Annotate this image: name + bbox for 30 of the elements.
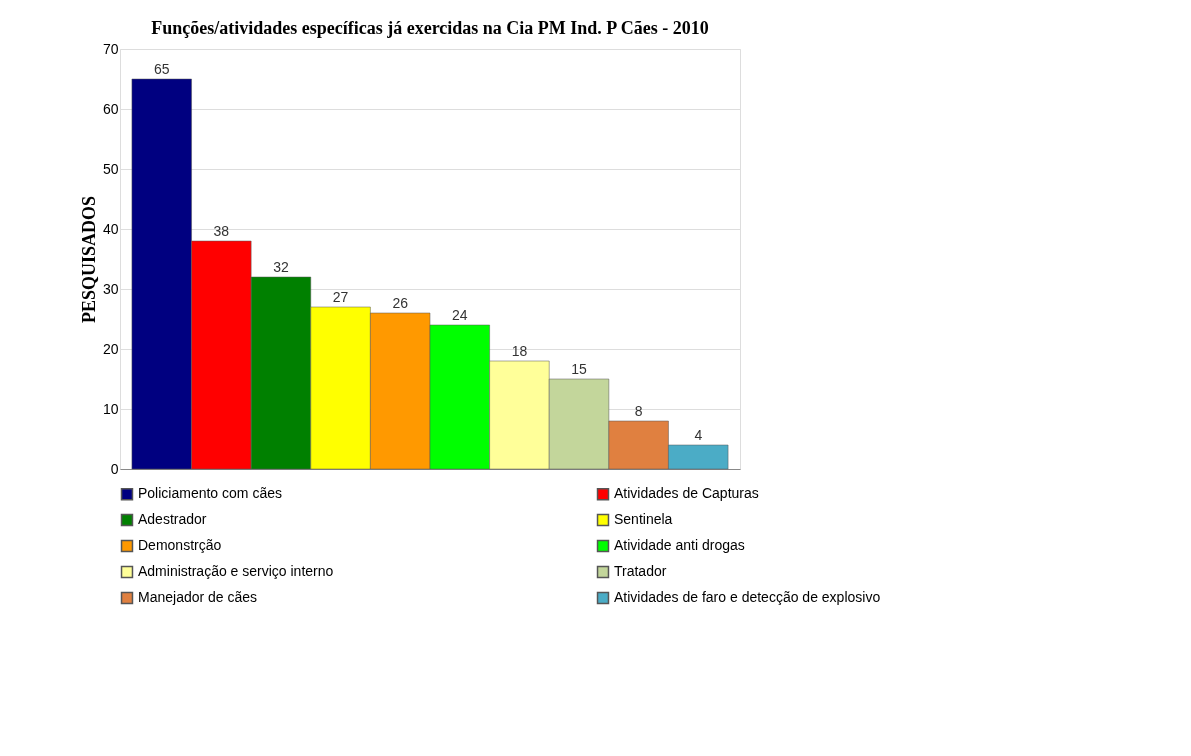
legend-label: Tratador: [614, 563, 667, 579]
y-tick-label: 50: [102, 160, 119, 177]
legend-label: Sentinela: [614, 511, 673, 527]
y-tick-label: 10: [102, 400, 119, 417]
y-tick-label: 40: [102, 220, 119, 237]
legend-label: Administração e serviço interno: [138, 563, 334, 579]
legend-label: Manejador de cães: [138, 589, 258, 605]
chart-title: Funções/atividades específicas já exercidas na Cia PM Ind. P Cães - 2010: [151, 18, 709, 38]
y-tick-label: 70: [102, 40, 119, 57]
data-label: 32: [273, 259, 289, 275]
legend-label: Policiamento com cães: [138, 485, 282, 502]
legend-label: Demonstrção: [138, 537, 222, 553]
data-label: 4: [694, 427, 703, 443]
data-label: 26: [392, 295, 409, 311]
data-label: 38: [213, 223, 230, 239]
data-label: 24: [452, 307, 468, 323]
data-label: 65: [153, 61, 170, 77]
y-tick-label: 20: [102, 340, 119, 357]
data-label: 15: [571, 361, 588, 377]
data-label: 18: [511, 343, 528, 359]
legend-label: Atividades de faro e detecção de explosivo: [614, 589, 881, 605]
legend-label: Adestrador: [138, 511, 207, 527]
data-label: 27: [332, 289, 349, 305]
y-tick-label: 0: [110, 460, 119, 477]
y-tick-label: 30: [102, 280, 119, 297]
legend-label: Atividade anti drogas: [614, 537, 745, 553]
y-axis-title: PESQUISADOS: [78, 195, 99, 324]
data-label: 8: [634, 403, 643, 419]
legend-label: Atividades de Capturas: [614, 485, 759, 502]
y-tick-label: 60: [102, 100, 119, 117]
